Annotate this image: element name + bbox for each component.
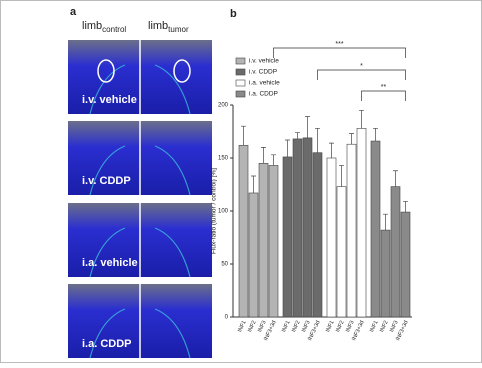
header-sub: tumor xyxy=(168,25,189,34)
legend-label: i.a. CDDP xyxy=(249,91,278,98)
image-label: i.a. CDDP xyxy=(82,338,132,350)
bar xyxy=(326,157,337,318)
column-header: limbtumor xyxy=(148,20,189,34)
legend-swatch xyxy=(235,68,246,76)
image-detail xyxy=(89,145,191,196)
x-tick-label: INF2 xyxy=(291,320,301,333)
x-tick-label: INF3 xyxy=(301,320,311,333)
significance-label: *** xyxy=(335,41,343,48)
legend-swatch xyxy=(235,57,246,65)
bar xyxy=(400,211,411,318)
error-bar xyxy=(359,109,364,129)
error-bar xyxy=(349,133,354,145)
header-sub: control xyxy=(102,25,126,34)
bar xyxy=(390,186,401,318)
legend-label: i.v. vehicle xyxy=(249,58,279,65)
bar xyxy=(336,186,347,318)
error-bar xyxy=(383,213,388,231)
panel-b: 0 50 100 150 200 Flux-ratio (tumor / control)… xyxy=(211,41,412,342)
error-bar xyxy=(373,127,378,142)
error-bar xyxy=(329,142,334,158)
bar xyxy=(370,140,381,318)
bar xyxy=(356,128,367,318)
panel-label: a xyxy=(70,6,77,18)
significance-label: ** xyxy=(381,84,387,91)
significance-bracket xyxy=(273,47,406,58)
bar xyxy=(248,192,259,318)
y-tick-label: 50 xyxy=(221,262,228,268)
x-tick-label: INF2 xyxy=(247,320,257,333)
bar xyxy=(258,163,269,318)
y-tick-label: 150 xyxy=(218,156,229,162)
x-tick-label: INF1 xyxy=(281,320,291,333)
error-bar xyxy=(393,170,398,187)
image-label: i.v. vehicle xyxy=(82,94,137,106)
x-tick-label: INF1 xyxy=(237,320,247,333)
roi xyxy=(173,59,191,83)
bar xyxy=(302,137,313,318)
error-bar xyxy=(271,154,276,166)
image-detail xyxy=(89,227,191,278)
error-bar xyxy=(241,125,246,146)
image-label: i.v. CDDP xyxy=(82,175,131,187)
y-axis-title: Flux-ratio (tumor / control) [%] xyxy=(211,168,218,254)
x-tick-label: INF2 xyxy=(335,320,345,333)
header-main: limb xyxy=(82,20,102,32)
error-bar xyxy=(339,165,344,187)
significance-bracket xyxy=(361,90,406,101)
bar xyxy=(346,143,357,318)
bar xyxy=(238,144,249,318)
image-detail xyxy=(89,308,191,359)
bar xyxy=(312,152,323,318)
bar xyxy=(268,165,279,318)
error-bar xyxy=(261,147,266,164)
roi xyxy=(97,59,115,83)
y-tick-label: 0 xyxy=(225,315,229,321)
column-header: limbcontrol xyxy=(82,20,126,34)
error-bar xyxy=(315,127,320,153)
x-tick-label: INF1 xyxy=(325,320,335,333)
legend-label: i.v. CDDP xyxy=(249,69,277,76)
x-tick-label: INF1 xyxy=(369,320,379,333)
y-tick-label: 200 xyxy=(218,103,229,109)
error-bar xyxy=(251,175,256,193)
x-tick-label: INF3 xyxy=(389,320,399,333)
legend-label: i.a. vehicle xyxy=(249,80,280,87)
panel-label: b xyxy=(230,8,237,20)
x-tick-label: INF2 xyxy=(379,320,389,333)
bar xyxy=(380,229,391,318)
significance-bracket xyxy=(317,69,406,80)
x-tick-label: INF3 xyxy=(345,320,355,333)
header-main: limb xyxy=(148,20,168,32)
error-bar xyxy=(285,139,290,157)
bar xyxy=(292,138,303,318)
legend-swatch xyxy=(235,90,246,98)
y-tick-label: 100 xyxy=(218,209,229,215)
x-tick-label: INF3 xyxy=(257,320,267,333)
bar xyxy=(282,156,293,318)
significance-label: * xyxy=(360,63,363,70)
image-label: i.a. vehicle xyxy=(82,257,138,269)
error-bar xyxy=(403,201,408,213)
error-bar xyxy=(305,116,310,138)
legend-swatch xyxy=(235,79,246,87)
error-bar xyxy=(295,132,300,139)
